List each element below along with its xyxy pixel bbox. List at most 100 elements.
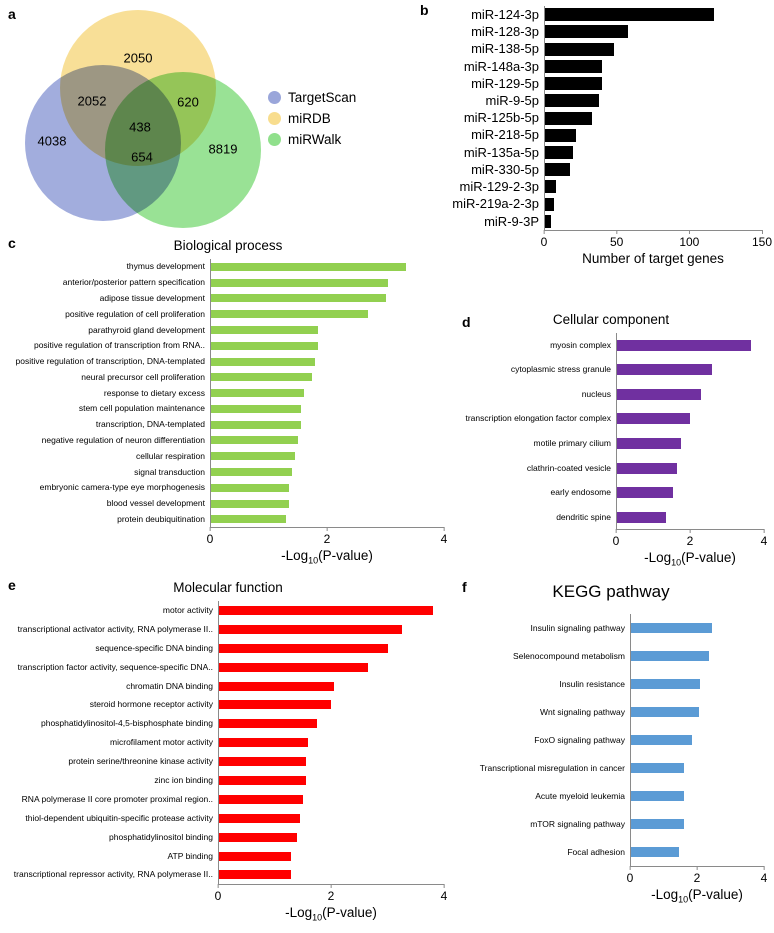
category-label: miR-124-3p [471,6,539,22]
venn-count-mirdb-only: 2050 [123,50,153,66]
chart-row: cellular respiration [12,448,444,464]
category-label: ATP binding [167,850,213,861]
bar-track [544,213,762,230]
bar [218,794,303,804]
category-label: positive regulation of transcription, DN… [15,356,205,367]
x-axis: 0 2 4 [207,527,447,547]
category-label: transcription, DNA-templated [95,419,205,430]
y-axis-line [630,614,631,867]
bar-track [210,259,444,275]
bar [218,681,334,691]
bar [630,791,684,802]
venn-count-mirwalk-only: 8819 [208,141,238,157]
venn-count-targetscan-mirwalk: 654 [131,149,153,165]
category-label: miR-148a-3p [463,58,539,74]
bar-track [218,677,444,696]
chart-biological-process: Biological process thymus development ant… [12,238,448,566]
bar [544,94,600,108]
category-label: cytoplasmic stress granule [510,364,611,375]
category-label: mTOR signaling pathway [530,818,625,829]
axis-tick: 2 [694,866,700,885]
bar [544,214,552,228]
panel-label-b: b [420,2,429,18]
category-label: Focal adhesion [567,846,625,857]
bar [544,111,592,125]
tick-mark [763,529,765,534]
legend-swatch-targetscan [268,90,281,104]
bar-track [218,752,444,771]
bar [218,775,306,785]
bar-track [616,382,764,407]
bar [218,643,388,653]
venn-legend: TargetScan miRDB miRWalk [268,90,356,147]
category-label: miR-218-5p [471,127,539,143]
axis-tick: 2 [323,527,331,547]
bar-track [210,448,444,464]
chart-row: Insulin signaling pathway [458,614,764,642]
category-label: miR-129-5p [471,75,539,91]
tick-mark [689,529,691,534]
category-label: sequence-specific DNA binding [95,642,213,653]
category-label: RNA polymerase II core promoter proximal… [21,793,213,804]
bar [210,262,406,271]
bar [210,357,316,366]
bar [616,388,702,400]
axis-tick: 150 [752,230,772,249]
chart-row: anterior/posterior pattern specification [12,275,444,291]
category-label: negative regulation of neuron differenti… [41,435,205,446]
tick-label: 2 [323,532,331,547]
chart-row: miR-129-2-3p [432,178,762,195]
chart-row: miR-124-3p [432,6,762,23]
tick-mark [443,527,445,532]
bar [210,515,287,524]
bar-track [210,512,444,528]
chart-row: signal transduction [12,464,444,480]
category-label: Insulin resistance [559,678,625,689]
axis-tick: 0 [215,884,221,903]
category-label: miR-129-2-3p [459,179,539,195]
axis-tick: 4 [441,884,447,903]
bar-track [218,733,444,752]
bar-rows: Insulin signaling pathway Selenocompound … [458,614,764,866]
chart-row: positive regulation of transcription, DN… [12,354,444,370]
axis-tick: 4 [761,866,767,885]
plot-area: myosin complex cytoplasmic stress granule… [458,333,764,530]
chart-row: Wnt signaling pathway [458,698,764,726]
tick-mark [688,230,690,234]
tick-label: 0 [626,871,634,886]
chart-row: zinc ion binding [12,771,444,790]
bar-track [210,354,444,370]
chart-target-genes: miR-124-3p miR-128-3p miR-138-5p miR-148a-3… [432,6,772,266]
bar-track [544,40,762,57]
chart-row: miR-219a-2-3p [432,196,762,213]
chart-title: KEGG pathway [552,582,670,601]
category-label: embryonic camera-type eye morphogenesis [39,482,205,493]
bar [630,819,684,830]
x-axis: 0 2 4 [626,866,767,886]
bar-track [630,726,764,754]
chart-row: miR-218-5p [432,127,762,144]
bar [630,735,692,746]
bar-track [210,417,444,433]
tick-label: 0 [612,534,620,549]
chart-row: transcription elongation factor complex [458,407,764,432]
bar-track [210,322,444,338]
legend-label-mirwalk: miRWalk [288,131,342,147]
venn-count-targetscan-only: 4038 [37,133,67,149]
category-label: miR-9-5p [485,92,539,108]
chart-row: positive regulation of cell proliferatio… [12,306,444,322]
plot-area: motor activity transcriptional activator … [12,601,444,885]
chart-row: motile primary cilium [458,431,764,456]
chart-row: thiol-dependent ubiquitin-specific prote… [12,809,444,828]
bar-track [544,75,762,92]
bar [616,413,690,425]
legend-item-targetscan: TargetScan [268,90,356,105]
category-label: miR-9-3P [484,213,539,229]
category-label: motile primary cilium [533,438,611,448]
y-axis-line [218,601,219,885]
bar [544,77,603,91]
chart-row: microfilament motor activity [12,733,444,752]
chart-kegg-pathway: KEGG pathway Insulin signaling pathway Se… [458,580,768,905]
chart-row: phosphatidylinositol binding [12,828,444,847]
axis-tick: 100 [679,230,699,249]
